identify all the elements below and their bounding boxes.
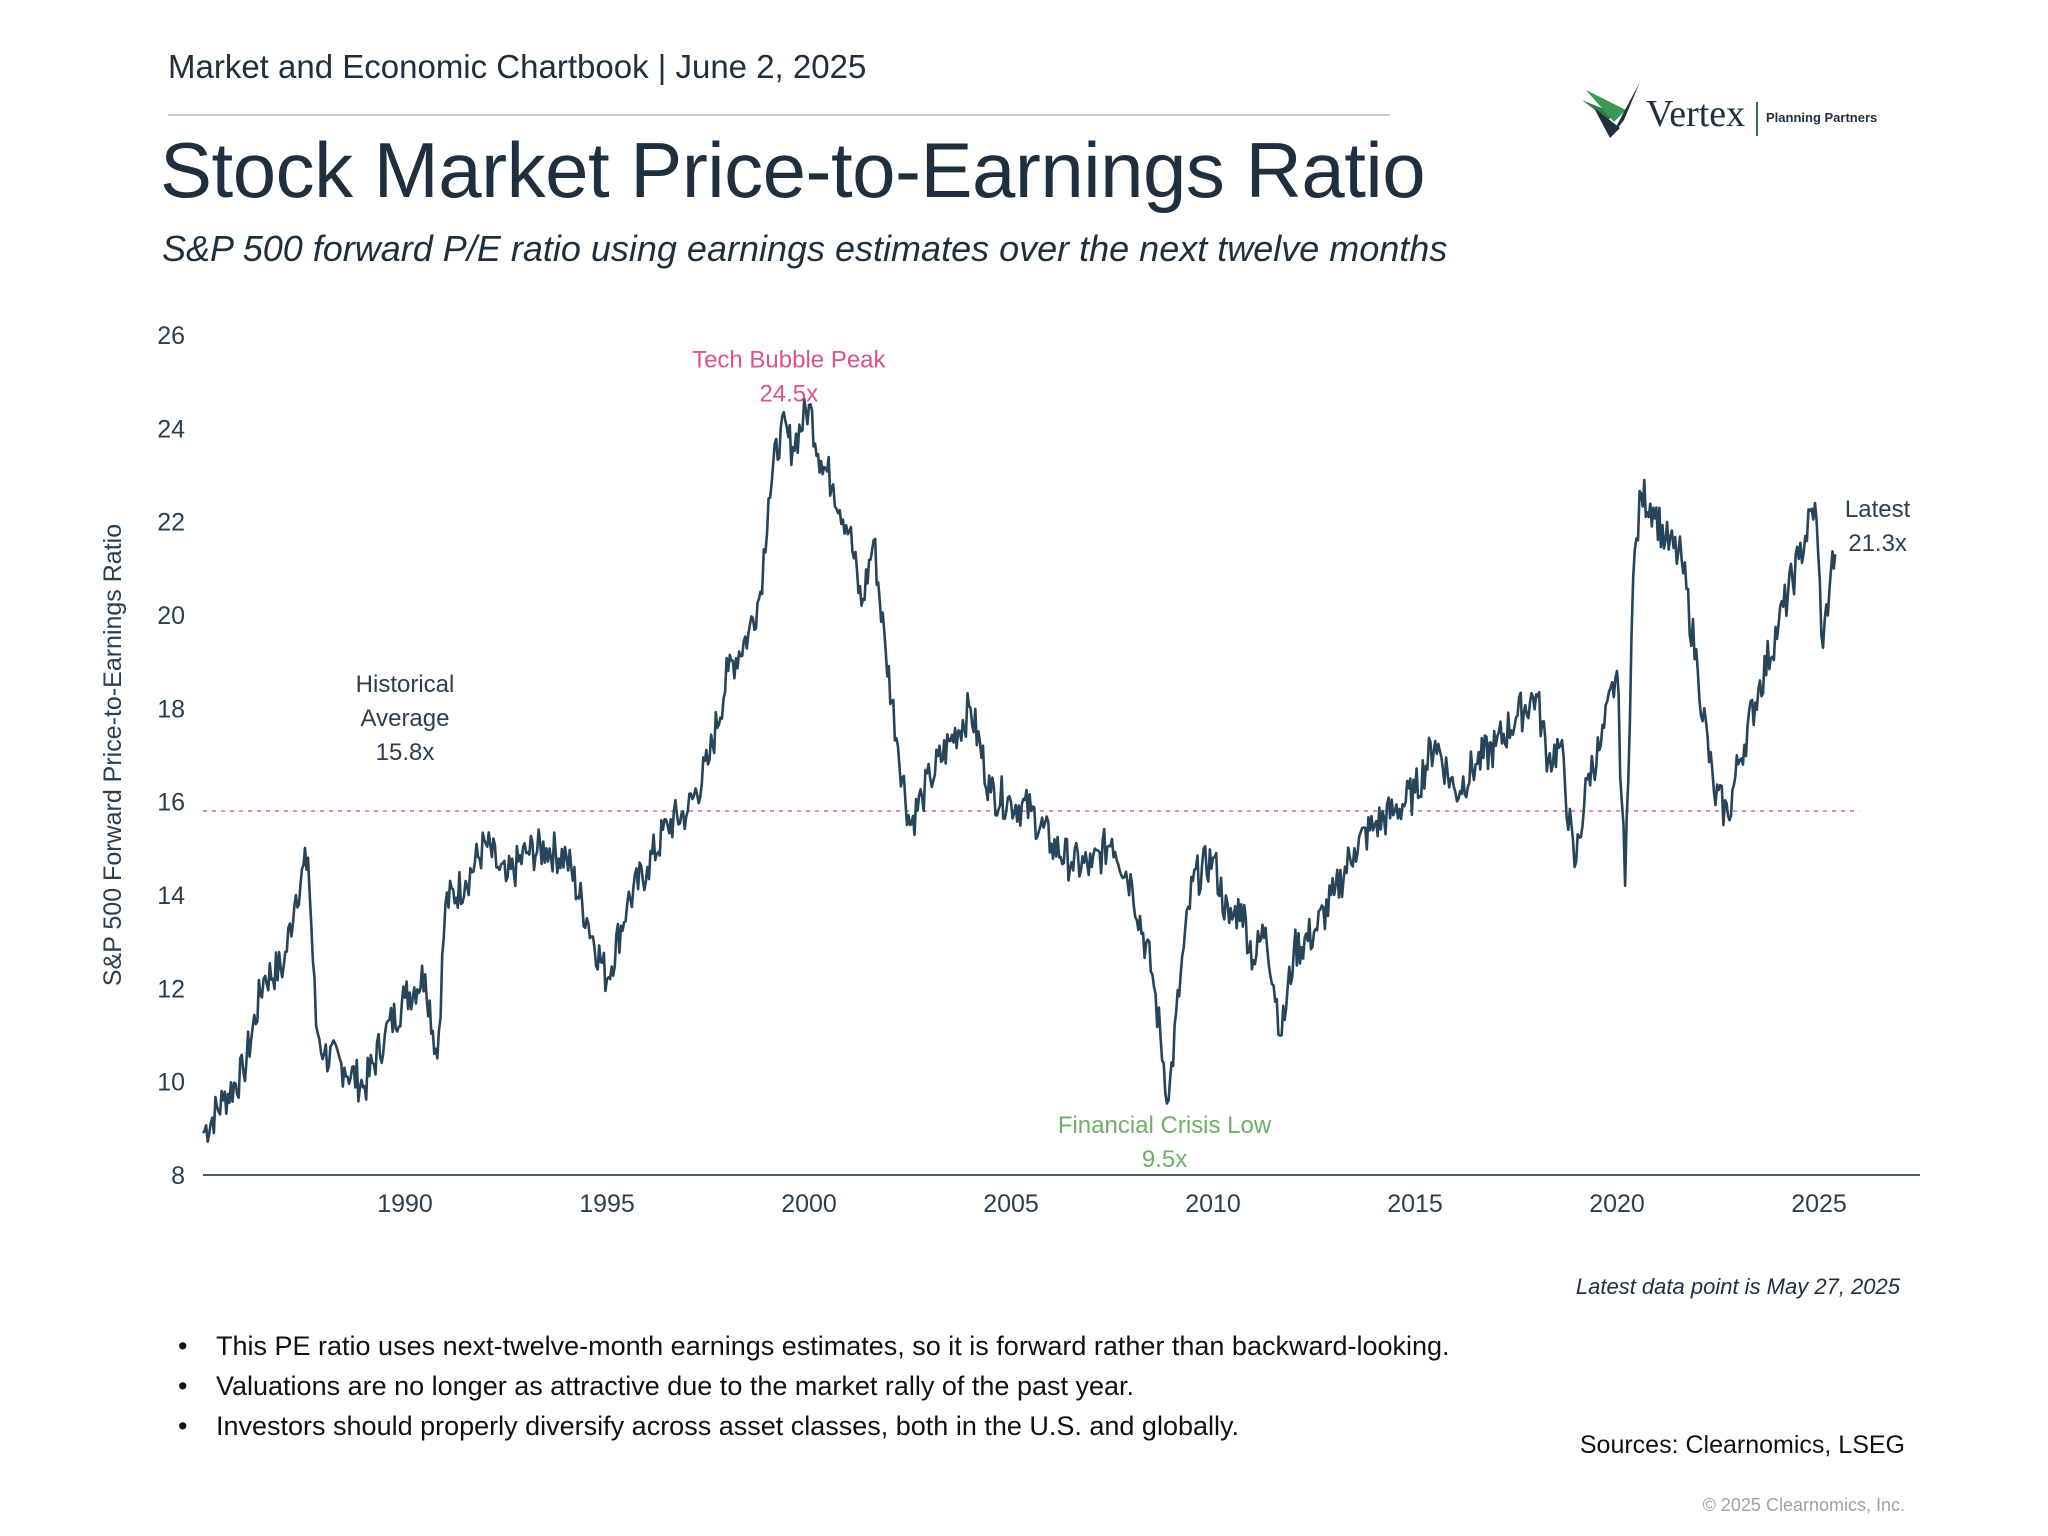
series-layer [201, 397, 1837, 1143]
pe-ratio-chart: 8 10 12 14 16 18 20 22 24 26 1990 1995 2000 2005 2010… [99, 322, 1920, 1218]
annotation-low-line: 9.5x [1142, 1146, 1187, 1173]
y-tick-label: 16 [157, 789, 185, 817]
annotation-peak-line: Tech Bubble Peak [692, 347, 886, 374]
y-tick-label: 18 [157, 695, 185, 723]
average-label-line: 15.8x [376, 739, 435, 766]
header-divider [168, 114, 1390, 116]
y-axis-title: S&P 500 Forward Price-to-Earnings Ratio [99, 524, 127, 986]
annotation-latest-line: Latest [1845, 496, 1911, 523]
y-tick-label: 12 [157, 975, 185, 1003]
logo-wordmark: Vertex [1646, 93, 1746, 135]
key-takeaways: This PE ratio uses next-twelve-month ear… [178, 1326, 1678, 1446]
annotation-low-line: Financial Crisis Low [1058, 1112, 1272, 1139]
y-tick-label: 8 [171, 1162, 185, 1190]
page-title: Stock Market Price-to-Earnings Ratio [160, 126, 1426, 214]
x-tick-label: 2015 [1387, 1190, 1443, 1218]
average-label-line: Average [361, 705, 450, 732]
annotation-peak-line: 24.5x [759, 381, 818, 408]
bullet-item: Investors should properly diversify acro… [178, 1406, 1678, 1446]
average-label: Historical Average 15.8x [356, 671, 455, 766]
annotation-latest-line: 21.3x [1848, 530, 1907, 557]
x-tick-label: 1990 [377, 1190, 433, 1218]
x-axis: 1990 1995 2000 2005 2010 2015 2020 2025 [203, 1174, 1920, 1218]
vertex-chevron-icon [1582, 82, 1640, 138]
page-subtitle: S&P 500 forward P/E ratio using earnings… [162, 228, 1448, 269]
y-tick-label: 14 [157, 882, 185, 910]
y-tick-label: 26 [157, 322, 185, 350]
annotation-latest: Latest 21.3x [1845, 496, 1911, 557]
logo-divider [1756, 102, 1758, 136]
annotation-low: Financial Crisis Low 9.5x [1058, 1112, 1272, 1173]
bullet-item: Valuations are no longer as attractive d… [178, 1366, 1678, 1406]
pe-series-line-0 [201, 397, 1837, 1143]
y-tick-label: 22 [157, 509, 185, 537]
vertex-logo: Vertex Planning Partners [1580, 76, 1910, 156]
annotation-peak: Tech Bubble Peak 24.5x [692, 347, 886, 408]
y-axis: 8 10 12 14 16 18 20 22 24 26 [157, 322, 185, 1190]
annotation-layer: Tech Bubble Peak 24.5x Financial Crisis Lo… [692, 347, 1911, 1173]
x-tick-label: 2005 [983, 1190, 1039, 1218]
historical-average: Historical Average 15.8x [203, 671, 1860, 812]
copyright-note: © 2025 Clearnomics, Inc. [1702, 1495, 1905, 1515]
x-tick-label: 2025 [1791, 1190, 1847, 1218]
chartbook-header: Market and Economic Chartbook | June 2, … [168, 48, 867, 85]
x-tick-label: 2010 [1185, 1190, 1241, 1218]
logo-tagline: Planning Partners [1766, 110, 1878, 125]
latest-data-note: Latest data point is May 27, 2025 [1575, 1274, 1900, 1299]
y-tick-label: 20 [157, 602, 185, 630]
x-tick-label: 2000 [781, 1190, 837, 1218]
x-tick-label: 1995 [579, 1190, 635, 1218]
average-label-line: Historical [356, 671, 455, 698]
y-tick-label: 10 [157, 1069, 185, 1097]
y-tick-label: 24 [157, 415, 185, 443]
bullet-item: This PE ratio uses next-twelve-month ear… [178, 1326, 1678, 1366]
sources-note: Sources: Clearnomics, LSEG [1579, 1431, 1905, 1459]
x-tick-label: 2020 [1589, 1190, 1645, 1218]
